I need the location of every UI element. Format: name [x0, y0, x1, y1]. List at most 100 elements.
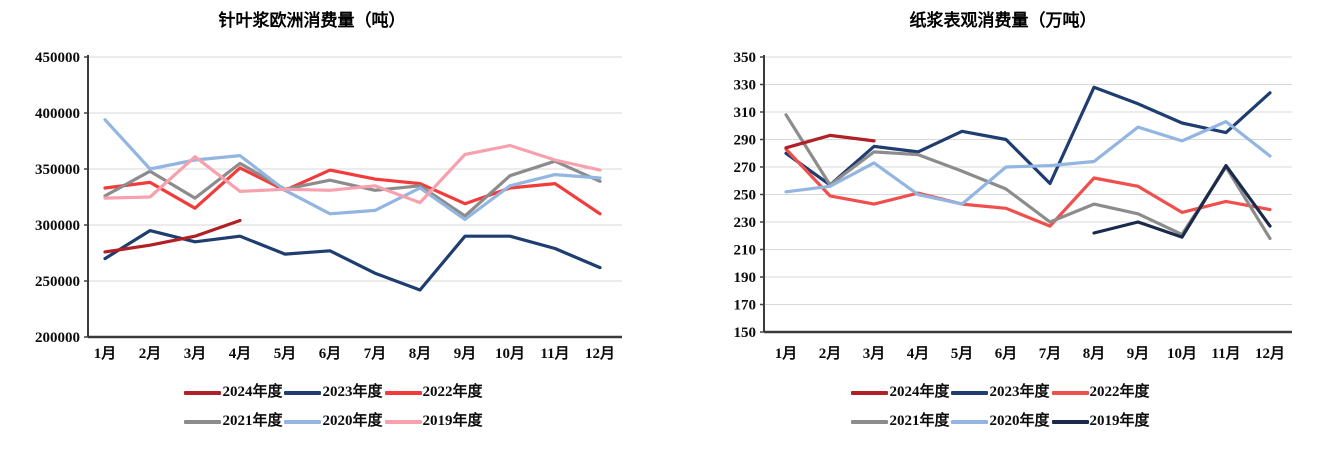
legend-row: 2024年度 2023年度 2022年度 — [667, 378, 1334, 407]
pulp-apparent-consumption-chart-panel: 纸浆表观消费量（万吨） 350 330 310 290 270 250 230 210 190 17… — [667, 0, 1334, 457]
series-line-2021 — [103, 159, 602, 218]
x-axis-label: 11月 — [540, 345, 569, 362]
legend-swatch-2020 — [951, 419, 989, 424]
x-axis-label: 6月 — [319, 345, 342, 362]
x-axis-label: 5月 — [951, 345, 974, 362]
legend-row: 2024年度 2023年度 2022年度 — [0, 378, 667, 407]
softwood-pulp-europe-line-chart: 针叶浆欧洲消费量（吨） 450000 400000 350000 300000 25000… — [35, 10, 622, 362]
series-line-2022 — [784, 147, 1272, 228]
x-axis-label: 7月 — [1039, 345, 1062, 362]
legend-item-2024: 2024年度 — [184, 378, 282, 407]
series-line-2020 — [784, 119, 1272, 206]
series-line-2019 — [103, 143, 602, 205]
y-axis-label: 450000 — [35, 50, 80, 66]
x-axis-label: 11月 — [1211, 345, 1240, 362]
legend-label-2024: 2024年度 — [889, 384, 950, 401]
x-axis-label: 6月 — [995, 345, 1018, 362]
y-axis-label: 270 — [734, 160, 757, 176]
y-axis-label: 230 — [734, 215, 757, 231]
y-axis-label: 350 — [734, 50, 757, 66]
x-axis-label: 7月 — [364, 345, 387, 362]
x-axis-label: 3月 — [863, 345, 886, 362]
legend-row: 2021年度 2020年度 2019年度 — [0, 407, 667, 436]
legend-item-2023: 2023年度 — [284, 378, 383, 407]
legend-item-2019: 2019年度 — [384, 407, 483, 436]
series-line-2023 — [784, 85, 1272, 187]
legend-label-2022: 2022年度 — [1089, 384, 1150, 401]
y-axis-label: 290 — [734, 133, 757, 149]
legend-label-2022: 2022年度 — [422, 384, 483, 401]
legend-swatch-2022 — [384, 390, 422, 395]
y-axis-label: 400000 — [35, 106, 80, 122]
legend-row: 2021年度 2020年度 2019年度 — [667, 407, 1334, 436]
x-axis-label: 1月 — [94, 345, 117, 362]
legend-item-2021: 2021年度 — [851, 407, 949, 436]
pulp-apparent-consumption-line-chart: 纸浆表观消费量（万吨） 350 330 310 290 270 250 230 210 190 17… — [734, 10, 1292, 362]
x-axis-label: 10月 — [495, 345, 525, 362]
x-axis-label: 3月 — [184, 345, 207, 362]
series-line-2022 — [103, 166, 602, 216]
x-axis-label: 10月 — [1167, 345, 1197, 362]
legend-swatch-2023 — [951, 390, 989, 395]
x-axis-label: 2月 — [819, 345, 842, 362]
y-axis-label: 190 — [734, 270, 757, 286]
legend-label-2021: 2021年度 — [222, 413, 283, 430]
pulp-apparent-consumption-legend: 2024年度 2023年度 2022年度 2021年度 2020年度 2019年度 — [667, 378, 1334, 436]
legend-label-2021: 2021年度 — [889, 413, 950, 430]
x-axis-label: 8月 — [409, 345, 432, 362]
y-axis-label: 200000 — [35, 330, 80, 346]
chart-title: 纸浆表观消费量（万吨） — [910, 10, 1097, 30]
y-axis-label: 210 — [734, 243, 757, 259]
series-line-2024 — [103, 218, 242, 254]
y-axis-label: 330 — [734, 78, 757, 94]
legend-label-2019: 2019年度 — [1089, 413, 1150, 430]
x-axis-label: 4月 — [229, 345, 252, 362]
legend-swatch-2024 — [184, 390, 222, 395]
legend-item-2024: 2024年度 — [851, 378, 949, 407]
x-axis-label: 9月 — [454, 345, 477, 362]
x-axis-label: 1月 — [775, 345, 798, 362]
legend-item-2021: 2021年度 — [184, 407, 282, 436]
legend-item-2023: 2023年度 — [951, 378, 1050, 407]
softwood-pulp-europe-chart-panel: 针叶浆欧洲消费量（吨） 450000 400000 350000 300000 25000… — [0, 0, 667, 457]
legend-swatch-2020 — [284, 419, 322, 424]
y-axis-label: 250000 — [35, 274, 80, 290]
legend-item-2020: 2020年度 — [284, 407, 383, 436]
legend-label-2023: 2023年度 — [989, 384, 1050, 401]
legend-label-2024: 2024年度 — [222, 384, 283, 401]
legend-label-2023: 2023年度 — [322, 384, 383, 401]
legend-label-2019: 2019年度 — [422, 413, 483, 430]
y-axis-label: 310 — [734, 105, 757, 121]
y-axis-label: 150 — [734, 325, 757, 341]
legend-item-2019: 2019年度 — [1051, 407, 1150, 436]
legend-swatch-2024 — [851, 390, 889, 395]
series-line-2024 — [784, 133, 876, 150]
x-axis-label: 5月 — [274, 345, 297, 362]
legend-item-2020: 2020年度 — [951, 407, 1050, 436]
legend-label-2020: 2020年度 — [322, 413, 383, 430]
x-axis-label: 12月 — [1255, 345, 1285, 362]
legend-item-2022: 2022年度 — [1051, 378, 1150, 407]
series-line-2023 — [103, 229, 602, 292]
y-axis-label: 250 — [734, 188, 757, 204]
legend-swatch-2021 — [851, 419, 889, 424]
x-axis-label: 8月 — [1083, 345, 1106, 362]
x-axis-label: 4月 — [907, 345, 930, 362]
legend-item-2022: 2022年度 — [384, 378, 483, 407]
x-axis-label: 12月 — [585, 345, 615, 362]
legend-swatch-2022 — [1051, 390, 1089, 395]
legend-swatch-2021 — [184, 419, 222, 424]
legend-label-2020: 2020年度 — [989, 413, 1050, 430]
y-axis-label: 300000 — [35, 218, 80, 234]
x-axis-label: 9月 — [1127, 345, 1150, 362]
x-axis-label: 2月 — [139, 345, 162, 362]
softwood-pulp-europe-legend: 2024年度 2023年度 2022年度 2021年度 2020年度 2019年度 — [0, 378, 667, 436]
series-line-2019 — [1092, 164, 1272, 239]
chart-title: 针叶浆欧洲消费量（吨） — [219, 10, 406, 30]
y-axis-label: 170 — [734, 298, 757, 314]
legend-swatch-2019 — [384, 419, 422, 424]
legend-swatch-2019 — [1051, 419, 1089, 424]
y-axis-label: 350000 — [35, 162, 80, 178]
legend-swatch-2023 — [284, 390, 322, 395]
